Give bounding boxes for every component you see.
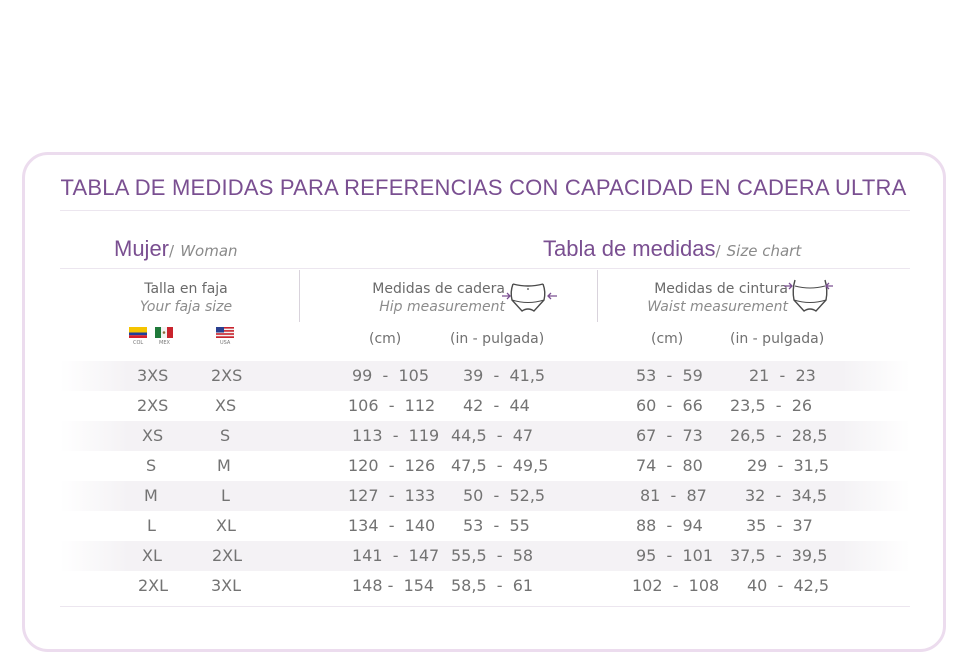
title-divider — [60, 210, 910, 211]
waist-cm-cell: 81 - 87 — [640, 486, 707, 505]
hip-in-cell: 58,5 - 61 — [451, 576, 534, 595]
size-header-en: Your faja size — [139, 299, 233, 315]
hip-in-cell: 50 - 52,5 — [463, 486, 546, 505]
hip-cm-cell: 113 - 119 — [352, 426, 440, 445]
hip-in-cell: 55,5 - 58 — [451, 546, 534, 565]
waist-in-cell: 40 - 42,5 — [747, 576, 830, 595]
table-bottom-divider — [60, 606, 910, 607]
hip-header-en: Hip measurement — [379, 299, 505, 315]
hip-in-cell: 44,5 - 47 — [451, 426, 534, 445]
usa-size-cell: 2XS — [211, 366, 243, 385]
waist-in-unit: (in - pulgada) — [730, 331, 825, 347]
usa-size-cell: XL — [216, 516, 236, 535]
column-divider — [299, 270, 300, 322]
left-section-sub: Woman — [180, 242, 238, 260]
waist-cm-cell: 60 - 66 — [636, 396, 703, 415]
waist-measurement-icon — [784, 279, 833, 312]
waist-cm-cell: 95 - 101 — [636, 546, 714, 565]
hip-cm-cell: 106 - 112 — [348, 396, 436, 415]
page-title: TABLA DE MEDIDAS PARA REFERENCIAS CON CA… — [60, 175, 907, 200]
hip-in-cell: 47,5 - 49,5 — [451, 456, 549, 475]
waist-header-es: Medidas de cintura — [654, 281, 788, 297]
hip-cm-cell: 134 - 140 — [348, 516, 436, 535]
hip-cm-cell: 141 - 147 — [352, 546, 440, 565]
col-size-cell: M — [144, 486, 158, 505]
right-section-main: Tabla de medidas — [543, 236, 716, 261]
waist-cm-cell: 67 - 73 — [636, 426, 703, 445]
right-section-sub: Size chart — [726, 242, 802, 260]
hip-measurement-icon — [502, 283, 557, 312]
left-section-sep: / — [169, 242, 175, 260]
right-section-sep: / — [715, 242, 721, 260]
usa-size-cell: M — [217, 456, 231, 475]
table-row: 3XS 2XS 99 - 105 39 - 41,5 53 - 59 21 - … — [60, 361, 910, 391]
usa-size-cell: S — [220, 426, 231, 445]
col-size-cell: 2XS — [137, 396, 169, 415]
waist-in-cell: 21 - 23 — [749, 366, 816, 385]
col-size-cell: 2XL — [138, 576, 169, 595]
colombia-flag-icon — [129, 327, 147, 338]
table-row: XS S 113 - 119 44,5 - 47 67 - 73 26,5 - … — [60, 421, 910, 451]
waist-header-en: Waist measurement — [647, 299, 788, 315]
flag-caption-usa: USA — [220, 340, 231, 346]
waist-cm-unit: (cm) — [651, 331, 684, 347]
waist-in-cell: 37,5 - 39,5 — [730, 546, 828, 565]
waist-column-header: Medidas de cintura Waist measurement — [620, 280, 788, 316]
col-size-cell: XL — [142, 546, 162, 565]
col-size-cell: 3XS — [137, 366, 169, 385]
waist-in-cell: 32 - 34,5 — [745, 486, 828, 505]
heading-divider — [60, 268, 910, 269]
col-size-cell: L — [147, 516, 156, 535]
table-row: XL 2XL 141 - 147 55,5 - 58 95 - 101 37,5… — [60, 541, 910, 571]
waist-in-cell: 35 - 37 — [746, 516, 813, 535]
hip-header-es: Medidas de cadera — [372, 281, 505, 297]
hip-cm-cell: 127 - 133 — [348, 486, 436, 505]
usa-flag-icon — [216, 327, 234, 338]
waist-in-cell: 26,5 - 28,5 — [730, 426, 828, 445]
hip-in-cell: 42 - 44 — [463, 396, 530, 415]
flag-caption-col: COL — [133, 340, 144, 346]
usa-size-cell: XS — [215, 396, 237, 415]
waist-cm-cell: 102 - 108 — [632, 576, 720, 595]
left-section-heading: Mujer/ Woman — [114, 236, 238, 262]
size-header-es: Talla en faja — [144, 281, 228, 297]
waist-cm-cell: 74 - 80 — [636, 456, 703, 475]
col-size-cell: S — [146, 456, 157, 475]
right-section-heading: Tabla de medidas/ Size chart — [543, 236, 801, 262]
waist-cm-cell: 53 - 59 — [636, 366, 703, 385]
hip-in-unit: (in - pulgada) — [450, 331, 545, 347]
col-size-cell: XS — [142, 426, 164, 445]
waist-in-cell: 29 - 31,5 — [747, 456, 830, 475]
column-divider — [597, 270, 598, 322]
mexico-flag-icon — [155, 327, 173, 338]
hip-column-header: Medidas de cadera Hip measurement — [335, 280, 505, 316]
table-row: M L 127 - 133 50 - 52,5 81 - 87 32 - 34,… — [60, 481, 910, 511]
hip-cm-cell: 148 - 154 — [352, 576, 435, 595]
waist-cm-cell: 88 - 94 — [636, 516, 703, 535]
table-row: 2XS XS 106 - 112 42 - 44 60 - 66 23,5 - … — [60, 391, 910, 421]
table-row: S M 120 - 126 47,5 - 49,5 74 - 80 29 - 3… — [60, 451, 910, 481]
waist-in-cell: 23,5 - 26 — [730, 396, 813, 415]
flag-caption-mex: MEX — [159, 340, 170, 346]
hip-cm-cell: 120 - 126 — [348, 456, 436, 475]
usa-size-cell: L — [221, 486, 230, 505]
left-section-main: Mujer — [114, 236, 170, 261]
hip-in-cell: 53 - 55 — [463, 516, 530, 535]
table-row: 2XL 3XL 148 - 154 58,5 - 61 102 - 108 40… — [60, 571, 910, 601]
usa-size-cell: 3XL — [211, 576, 242, 595]
table-row: L XL 134 - 140 53 - 55 88 - 94 35 - 37 — [60, 511, 910, 541]
usa-size-cell: 2XL — [212, 546, 243, 565]
size-column-header: Talla en faja Your faja size — [100, 280, 272, 316]
hip-in-cell: 39 - 41,5 — [463, 366, 546, 385]
hip-cm-unit: (cm) — [369, 331, 402, 347]
hip-cm-cell: 99 - 105 — [352, 366, 430, 385]
